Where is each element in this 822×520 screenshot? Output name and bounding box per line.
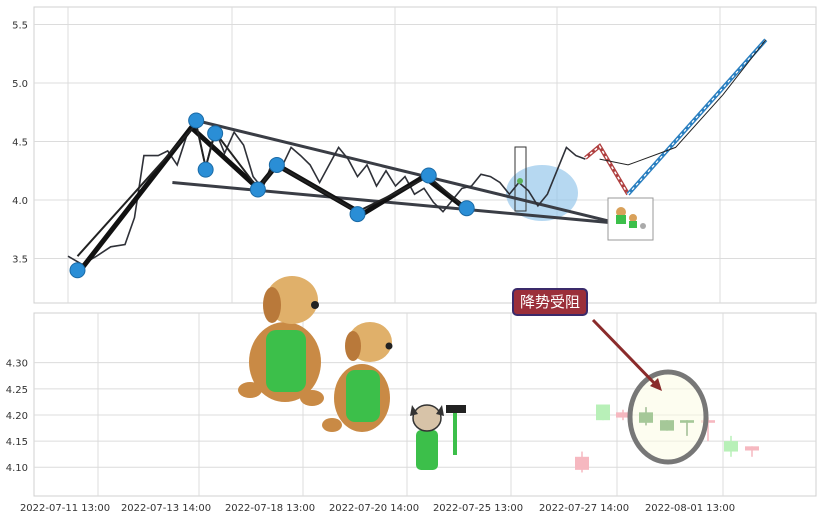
dog-mascot-large [238,276,324,406]
dog-medium-nose [385,342,393,350]
price-y-tick-label: 5.0 [12,79,28,90]
projection-up-dash [627,39,767,195]
pivot-point-0 [69,262,86,279]
candle-x-tick-label: 2022-07-18 13:00 [225,503,315,514]
thumbnail-dog-3 [640,223,646,229]
candle-y-tick-label: 4.25 [6,385,28,396]
candle-y-tick-label: 4.10 [6,463,28,474]
dog-small-ear-right [436,405,444,416]
candle-x-ticks: 2022-07-11 13:00 2022-07-13 14:00 2022-07-… [20,503,735,514]
annotation-arrow [591,318,660,389]
candle-y-tick-label: 4.30 [6,359,28,370]
pivot-point-4 [249,181,266,198]
price-y-tick-label: 5.5 [12,21,28,32]
thumbnail-dog-1 [616,207,626,217]
candle-y-tick-label: 4.20 [6,411,28,422]
candle-x-tick-label: 2022-07-13 14:00 [121,503,211,514]
candle-x-tick-label: 2022-07-27 14:00 [539,503,629,514]
pivot-points [69,112,475,279]
dog-small-hammer-head [446,405,466,413]
dog-large-overalls [266,330,306,392]
price-y-ticks: 3.5 4.0 4.5 5.0 5.5 [12,21,28,266]
mascot-thumbnail [607,197,654,241]
mini-marker-dot [517,178,523,184]
price-panel: 3.5 4.0 4.5 5.0 5.5 [12,6,817,304]
pivot-point-1 [188,112,205,129]
thumbnail-dog-2 [629,214,637,222]
pivot-point-2 [197,161,214,178]
annotation-label-box [512,288,588,316]
dog-medium-ear [345,331,361,361]
candle-panel: 4.104.154.204.254.30 2022-07-11 13:00 202… [6,276,817,514]
dog-large-ear [263,287,281,323]
pivot-point-8 [458,200,475,217]
trendline-0 [195,119,619,225]
candle-body-2 [616,412,630,418]
annotation-box [514,146,527,212]
candle-x-tick-label: 2022-07-20 14:00 [329,503,419,514]
annotation-label: 降势受阻 [520,293,580,311]
highlight-ellipse-top [506,165,578,221]
price-grid [34,7,816,303]
pivot-point-7 [420,167,437,184]
candle-x-tick-label: 2022-07-25 13:00 [433,503,523,514]
pivot-point-5 [268,156,285,173]
candle-x-tick-label: 2022-08-01 13:00 [645,503,735,514]
price-series-line [67,122,586,266]
dog-small-body [416,430,438,470]
price-y-tick-label: 3.5 [12,255,28,266]
price-y-tick-label: 4.5 [12,138,28,149]
pivot-point-3 [207,125,224,142]
dog-large-paw-left [238,382,262,398]
highlight-ellipse-bottom [627,369,709,465]
thumbnail-dog-2-body [629,221,637,228]
price-panel-frame [33,6,817,304]
price-y-tick-label: 4.0 [12,196,28,207]
mini-mascot-marker [517,178,523,184]
dog-large-paw-right [300,390,324,406]
annotation-arrowhead [650,378,662,391]
candle-body-8 [745,446,759,451]
candle-x-tick-label: 2022-07-11 13:00 [20,503,110,514]
dog-medium-overalls [346,370,380,422]
projection-zigzag-dash [584,145,629,195]
thumbnail-dog-1-body [616,215,626,224]
dog-mascot-medium [322,322,393,432]
pivot-point-6 [349,206,366,223]
projection-curve [599,39,767,166]
candle-body-7 [724,441,738,452]
candle-body-1 [596,404,610,421]
candle-body-0 [575,456,589,470]
candle-y-ticks: 4.10 4.15 4.20 4.25 4.30 [6,359,28,475]
dog-small-head [412,404,442,432]
dog-mascot-small [410,404,466,470]
trendline-1 [172,181,619,225]
dog-small-ear-left [410,405,418,416]
dog-medium-paw [322,418,342,432]
dog-large-nose [311,301,319,309]
candle-y-tick-label: 4.15 [6,437,28,448]
thumbnail-frame [607,197,654,241]
